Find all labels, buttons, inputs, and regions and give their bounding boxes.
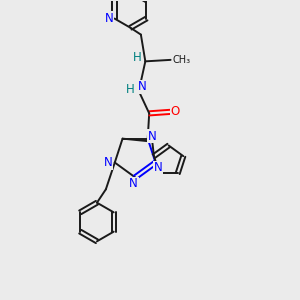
Text: N: N [137,80,146,93]
Text: N: N [129,177,138,190]
Text: N: N [105,12,113,25]
Text: CH₃: CH₃ [172,55,190,65]
Text: O: O [171,105,180,119]
Text: N: N [154,161,163,174]
Text: H: H [133,51,141,64]
Text: H: H [126,83,135,96]
Text: N: N [148,130,157,143]
Text: N: N [104,156,112,169]
